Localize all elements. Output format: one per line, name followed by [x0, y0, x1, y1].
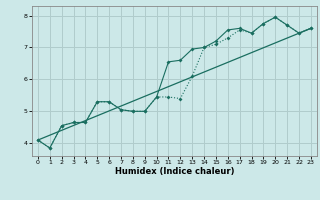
X-axis label: Humidex (Indice chaleur): Humidex (Indice chaleur) [115, 167, 234, 176]
